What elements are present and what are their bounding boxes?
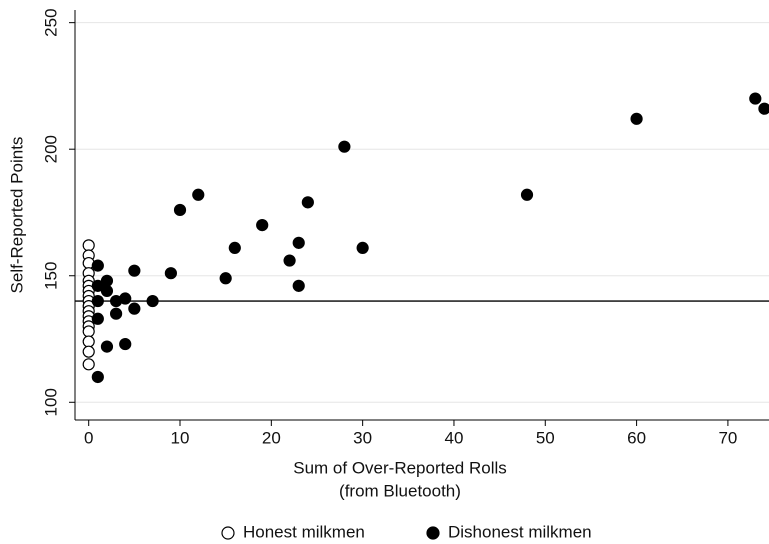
point bbox=[338, 140, 351, 153]
point bbox=[749, 92, 762, 105]
point bbox=[82, 345, 95, 358]
point bbox=[119, 292, 132, 305]
x-axis-title: Sum of Over-Reported Rolls bbox=[293, 458, 507, 477]
point bbox=[128, 302, 141, 315]
point bbox=[91, 312, 104, 325]
y-tick-label: 100 bbox=[41, 388, 60, 416]
legend-marker bbox=[221, 526, 235, 540]
point bbox=[109, 307, 123, 320]
point bbox=[119, 337, 132, 351]
point bbox=[520, 188, 534, 201]
point bbox=[100, 340, 114, 353]
point bbox=[146, 294, 159, 308]
point bbox=[164, 267, 177, 280]
point bbox=[82, 358, 95, 371]
point bbox=[173, 203, 187, 217]
point bbox=[91, 294, 104, 308]
point bbox=[219, 272, 232, 285]
y-axis-title: Self-Reported Points bbox=[7, 137, 26, 294]
point bbox=[301, 196, 314, 209]
x-tick-label: 0 bbox=[84, 428, 93, 447]
point bbox=[91, 279, 104, 292]
x-tick-label: 50 bbox=[536, 428, 555, 447]
point bbox=[128, 264, 141, 277]
point bbox=[758, 102, 769, 115]
point bbox=[82, 335, 95, 348]
x-tick-label: 70 bbox=[718, 428, 737, 447]
point bbox=[256, 219, 269, 232]
point bbox=[630, 112, 643, 125]
point bbox=[292, 236, 305, 249]
point bbox=[91, 370, 104, 384]
y-tick-label: 200 bbox=[41, 135, 60, 163]
point bbox=[82, 239, 95, 252]
point bbox=[91, 259, 104, 272]
point bbox=[356, 241, 369, 255]
x-tick-label: 40 bbox=[444, 428, 463, 447]
y-tick-label: 150 bbox=[41, 262, 60, 290]
point bbox=[100, 274, 114, 287]
legend-label: Dishonest milkmen bbox=[448, 522, 592, 541]
y-tick-label: 250 bbox=[41, 8, 60, 36]
point bbox=[292, 279, 305, 292]
x-tick-label: 10 bbox=[171, 428, 190, 447]
legend-marker bbox=[426, 526, 440, 540]
x-tick-label: 60 bbox=[627, 428, 646, 447]
point bbox=[100, 284, 114, 298]
x-tick-label: 30 bbox=[353, 428, 372, 447]
point bbox=[82, 325, 95, 338]
point bbox=[283, 254, 296, 267]
point bbox=[228, 241, 241, 255]
legend-label: Honest milkmen bbox=[243, 522, 365, 541]
x-tick-label: 20 bbox=[262, 428, 281, 447]
point bbox=[192, 188, 205, 201]
x-axis-subtitle: (from Bluetooth) bbox=[339, 481, 461, 500]
